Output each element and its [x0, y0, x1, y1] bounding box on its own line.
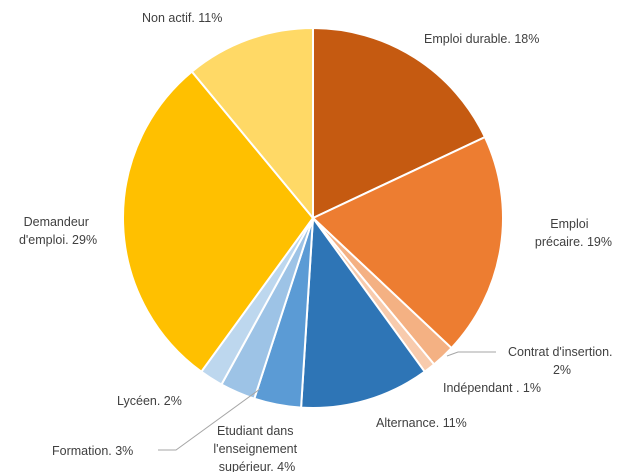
- pie-slices: [122, 26, 504, 410]
- pie-slice-emploi-durable: [312, 26, 487, 220]
- label-independant: Indépendant . 1%: [443, 381, 541, 395]
- pie-slice-demandeur-d-emploi: [122, 70, 315, 374]
- label-non-actif: Non actif. 11%: [142, 11, 222, 25]
- label-etudiant: Etudiant dans l'enseignement supérieur. …: [213, 424, 300, 472]
- label-lyceen: Lycéen. 2%: [117, 394, 182, 408]
- label-demandeur-emploi: Demandeur d'emploi. 29%: [19, 215, 97, 247]
- pie-slice-non-actif: [190, 26, 314, 221]
- leader-lines: [158, 351, 496, 451]
- pie-slice-emploi-pr-caire: [311, 135, 504, 350]
- label-contrat-insertion: Contrat d'insertion. 2%: [508, 345, 616, 377]
- pie-slice-alternance: [300, 215, 427, 410]
- leader-line-formation: [158, 388, 261, 451]
- label-alternance: Alternance. 11%: [376, 416, 467, 430]
- label-emploi-precaire: Emploi précaire. 19%: [535, 217, 612, 249]
- label-emploi-durable: Emploi durable. 18%: [424, 32, 539, 46]
- data-labels: Emploi durable. 18% Emploi précaire. 19%…: [19, 11, 616, 472]
- leader-line-contrat-insertion: [446, 351, 496, 357]
- label-formation: Formation. 3%: [52, 444, 133, 458]
